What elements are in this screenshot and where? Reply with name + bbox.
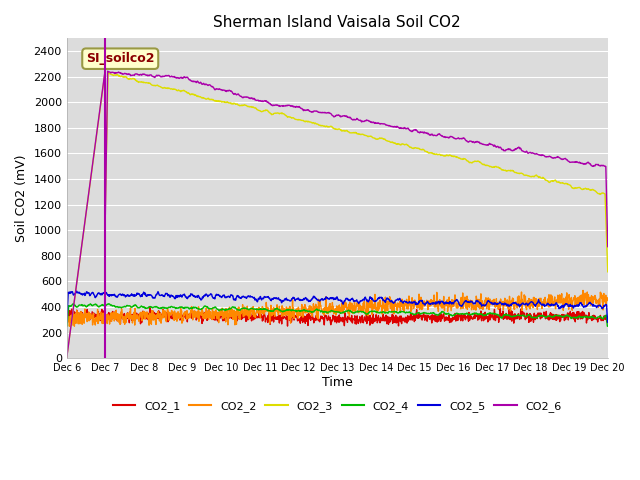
CO2_3 xyxy=(604,269,612,275)
CO2_4 xyxy=(596,314,604,320)
CO2_1 xyxy=(502,311,510,316)
CO2_3 xyxy=(195,93,202,99)
CO2_2 xyxy=(313,308,321,314)
CO2_1 xyxy=(146,305,154,311)
CO2_1 xyxy=(250,315,257,321)
CO2_1 xyxy=(195,313,202,319)
Title: Sherman Island Vaisala Soil CO2: Sherman Island Vaisala Soil CO2 xyxy=(213,15,461,30)
CO2_1 xyxy=(348,316,355,322)
CO2_2 xyxy=(502,302,510,308)
CO2_6 xyxy=(195,79,202,85)
CO2_3 xyxy=(250,104,257,110)
CO2_3 xyxy=(313,121,321,127)
CO2_5 xyxy=(250,295,257,301)
Line: CO2_6: CO2_6 xyxy=(67,71,608,358)
CO2_4 xyxy=(313,306,321,312)
CO2_3 xyxy=(347,130,355,135)
CO2_6 xyxy=(313,108,321,114)
CO2_5 xyxy=(347,296,355,302)
CO2_5 xyxy=(313,296,321,302)
Line: CO2_5: CO2_5 xyxy=(67,291,608,323)
CO2_6 xyxy=(596,163,604,168)
CO2_2 xyxy=(596,289,604,295)
Text: SI_soilco2: SI_soilco2 xyxy=(86,52,154,65)
CO2_2 xyxy=(347,303,355,309)
CO2_4 xyxy=(105,301,113,307)
CO2_4 xyxy=(347,309,355,314)
CO2_5 xyxy=(73,288,81,294)
CO2_5 xyxy=(502,301,510,307)
CO2_5 xyxy=(63,320,70,325)
CO2_2 xyxy=(65,324,73,329)
Line: CO2_3: CO2_3 xyxy=(67,72,608,358)
CO2_1 xyxy=(314,317,321,323)
CO2_4 xyxy=(195,306,202,312)
X-axis label: Time: Time xyxy=(322,376,353,389)
CO2_2 xyxy=(250,312,257,318)
CO2_6 xyxy=(104,68,111,74)
CO2_2 xyxy=(604,295,612,301)
CO2_2 xyxy=(63,315,70,321)
CO2_3 xyxy=(63,355,70,361)
CO2_2 xyxy=(195,315,202,321)
Legend: CO2_1, CO2_2, CO2_3, CO2_4, CO2_5, CO2_6: CO2_1, CO2_2, CO2_3, CO2_4, CO2_5, CO2_6 xyxy=(108,397,566,417)
CO2_5 xyxy=(596,302,604,308)
CO2_6 xyxy=(250,96,257,102)
CO2_4 xyxy=(63,324,70,329)
Y-axis label: Soil CO2 (mV): Soil CO2 (mV) xyxy=(15,155,28,242)
CO2_6 xyxy=(347,115,355,121)
CO2_4 xyxy=(604,324,612,329)
CO2_1 xyxy=(604,314,612,320)
CO2_6 xyxy=(502,147,510,153)
CO2_4 xyxy=(250,306,257,312)
CO2_1 xyxy=(596,312,604,318)
CO2_5 xyxy=(604,320,612,325)
Line: CO2_2: CO2_2 xyxy=(67,290,608,326)
CO2_3 xyxy=(104,70,112,75)
Line: CO2_4: CO2_4 xyxy=(67,304,608,326)
CO2_5 xyxy=(195,292,202,298)
CO2_6 xyxy=(63,355,70,361)
CO2_4 xyxy=(502,312,510,317)
CO2_3 xyxy=(596,192,604,197)
Line: CO2_1: CO2_1 xyxy=(67,308,608,326)
CO2_3 xyxy=(502,168,510,174)
CO2_1 xyxy=(284,323,291,329)
CO2_1 xyxy=(63,314,70,320)
CO2_6 xyxy=(604,244,612,250)
CO2_2 xyxy=(579,288,587,293)
